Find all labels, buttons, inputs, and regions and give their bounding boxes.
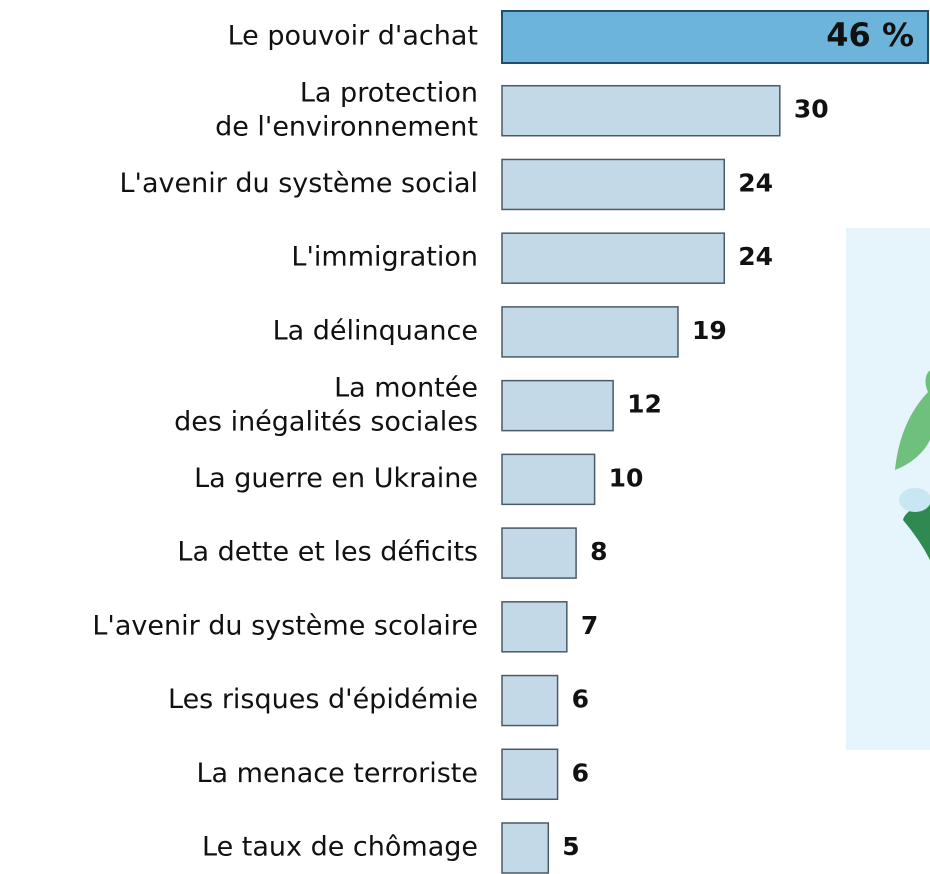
- bar: [501, 10, 929, 64]
- plot: Le pouvoir d'achat 46 % La protection de l'…: [92, 10, 929, 874]
- value-label: 30: [794, 95, 829, 124]
- category-label: Le taux de chômage: [202, 832, 478, 863]
- value-label: 24: [738, 242, 773, 271]
- category-label: La dette et les déficits: [177, 537, 478, 568]
- category-label: La délinquance: [273, 315, 478, 346]
- value-label: 46 %: [826, 16, 914, 54]
- bar: [501, 379, 614, 432]
- value-label: 6: [572, 685, 589, 714]
- value-label: 7: [581, 611, 598, 640]
- category-label: La guerre en Ukraine: [194, 463, 478, 494]
- value-label: 5: [562, 832, 579, 861]
- category-label: L'avenir du système social: [119, 168, 478, 199]
- value-label: 10: [609, 463, 644, 492]
- value-label: 24: [738, 168, 773, 197]
- category-label: La protection de l'environnement: [215, 77, 478, 142]
- category-label: Les risques d'épidémie: [168, 684, 478, 715]
- bar: [501, 306, 679, 358]
- bar: [501, 527, 577, 579]
- category-label: Le pouvoir d'achat: [228, 21, 478, 52]
- bar: [501, 158, 726, 211]
- value-label: 8: [590, 537, 607, 566]
- category-label: L'immigration: [291, 242, 478, 273]
- bar: [501, 748, 559, 801]
- value-label: 12: [627, 390, 662, 419]
- bar: [501, 674, 559, 727]
- bar: [501, 601, 568, 653]
- category-label: La montée des inégalités sociales: [174, 372, 478, 437]
- category-label: La menace terroriste: [197, 758, 479, 789]
- bar: [501, 232, 726, 284]
- value-label: 19: [692, 316, 727, 345]
- category-label: L'avenir du système scolaire: [92, 610, 478, 641]
- value-label: 6: [572, 758, 589, 787]
- bar: [501, 453, 596, 506]
- decoration: [846, 228, 930, 750]
- bar: [501, 822, 550, 874]
- bar: [501, 84, 781, 137]
